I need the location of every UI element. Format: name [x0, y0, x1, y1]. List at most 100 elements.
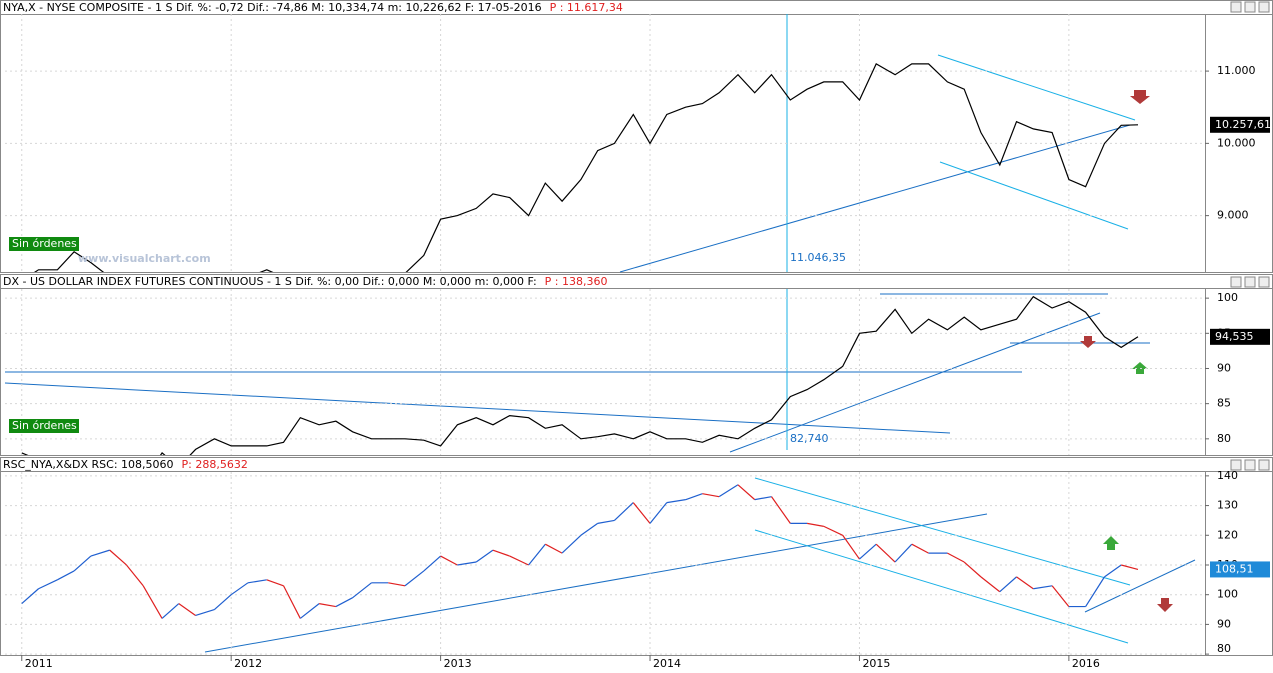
- y-tick-label: 90: [1217, 617, 1231, 630]
- rsc-segment: [178, 603, 196, 616]
- header-price: P : 138,360: [545, 275, 608, 288]
- rsc-segment: [21, 588, 39, 605]
- y-tick-label: 130: [1217, 499, 1238, 512]
- rsc-segment: [457, 561, 477, 566]
- rsc-segment: [702, 493, 720, 498]
- series-group: [21, 484, 1139, 619]
- last-value-box: [1210, 561, 1270, 578]
- x-tick-label: 2011: [25, 657, 53, 670]
- rsc-segment: [1033, 585, 1053, 590]
- annotation: Sin órdenes: [12, 237, 77, 250]
- y-tick-label: 100: [1217, 291, 1238, 304]
- rsc-segment: [90, 549, 110, 557]
- rsc-segment: [859, 543, 877, 560]
- rsc-segment: [754, 496, 772, 501]
- window-buttons[interactable]: [1230, 1, 1270, 471]
- x-tick-label: 2016: [1072, 657, 1100, 670]
- last-value-label: 108,51: [1215, 562, 1254, 575]
- rsc-segment: [230, 582, 249, 596]
- y-tick-label: 11.000: [1217, 64, 1256, 77]
- rsc-segment: [666, 499, 686, 504]
- rsc-segment: [561, 534, 582, 554]
- rsc-segment: [980, 576, 1001, 593]
- y-tick-label: 100: [1217, 588, 1238, 601]
- rsc-segment: [247, 579, 267, 584]
- rsc-segment: [142, 585, 163, 619]
- rsc-segment: [999, 576, 1017, 593]
- rsc-segment: [597, 519, 615, 524]
- header-price: P : 11.617,34: [550, 1, 623, 14]
- rsc-segment: [685, 493, 703, 501]
- rsc-segment: [319, 603, 336, 608]
- price-line: [34, 63, 1139, 272]
- rsc-segment: [1016, 576, 1034, 590]
- x-tick-label: 2015: [862, 657, 890, 670]
- rsc-segment: [806, 522, 824, 527]
- last-value-label: 94,535: [1215, 330, 1254, 343]
- rsc-segment: [509, 555, 529, 566]
- rsc-segment: [823, 525, 843, 536]
- y-tick-label: 85: [1217, 397, 1231, 410]
- x-tick-label: 2014: [653, 657, 681, 670]
- y-tick-label: 140: [1217, 469, 1238, 482]
- rsc-segment: [894, 543, 913, 563]
- rsc-segment: [109, 549, 127, 566]
- panel-header: DX - US DOLLAR INDEX FUTURES CONTINUOUS …: [3, 275, 608, 288]
- panel-header: NYA,X - NYSE COMPOSITE - 1 S Dif. %: -0,…: [3, 1, 623, 14]
- series-group: [21, 295, 1139, 455]
- panel-header: RSC_NYA,X&DX RSC: 108,5060 P: 288,5632: [3, 458, 248, 471]
- header-title: DX - US DOLLAR INDEX FUTURES CONTINUOUS …: [3, 275, 537, 288]
- rsc-segment: [57, 570, 75, 581]
- rsc-segment: [1121, 564, 1139, 571]
- header-title: RSC_NYA,X&DX RSC: 108,5060: [3, 458, 174, 471]
- header-price: P: 288,5632: [182, 458, 248, 471]
- rsc-segment: [580, 522, 599, 536]
- rsc-segment: [352, 582, 372, 599]
- rsc-segment: [528, 543, 546, 566]
- order-box: [9, 237, 79, 251]
- rsc-segment: [649, 502, 668, 524]
- x-tick-label: 2013: [444, 657, 472, 670]
- last-value-box: [1210, 328, 1270, 345]
- rsc-segment: [195, 608, 215, 617]
- price-line: [21, 295, 1139, 455]
- y-tick-label: 80: [1217, 432, 1231, 445]
- rsc-segment: [545, 543, 563, 554]
- rsc-segment: [632, 502, 651, 524]
- y-tick-label: 80: [1217, 642, 1231, 655]
- annotation: 82,740: [790, 432, 829, 445]
- rsc-segment: [875, 543, 896, 563]
- y-tick-label: 90: [1217, 361, 1231, 374]
- rsc-segment: [492, 549, 510, 557]
- rsc-segment: [963, 561, 982, 578]
- rsc-segment: [404, 570, 425, 587]
- rsc-segment: [771, 496, 791, 524]
- rsc-segment: [718, 484, 739, 498]
- rsc-segment: [161, 603, 180, 619]
- rsc-segment: [1051, 585, 1070, 607]
- rsc-segment: [38, 579, 58, 590]
- y-tick-label: 9.000: [1217, 209, 1249, 222]
- rsc-segment: [125, 564, 144, 587]
- annotation: Sin órdenes: [12, 419, 77, 432]
- rsc-segment: [1104, 564, 1122, 578]
- rsc-segment: [73, 555, 92, 572]
- rsc-segment: [266, 579, 284, 587]
- order-box: [9, 419, 79, 433]
- y-tick-label: 120: [1217, 528, 1238, 541]
- x-tick-label: 2012: [234, 657, 262, 670]
- rsc-segment: [842, 534, 860, 560]
- last-value-label: 10.257,61: [1215, 118, 1271, 131]
- rsc-segment: [614, 502, 634, 521]
- rsc-segment: [388, 582, 406, 587]
- rsc-segment: [737, 484, 756, 501]
- rsc-segment: [475, 549, 494, 563]
- rsc-segment: [299, 603, 320, 619]
- rsc-segment: [440, 555, 458, 566]
- series-group: [34, 63, 1139, 272]
- rsc-segment: [1085, 576, 1105, 607]
- rsc-segment: [283, 585, 301, 619]
- last-value-box: [1210, 116, 1270, 133]
